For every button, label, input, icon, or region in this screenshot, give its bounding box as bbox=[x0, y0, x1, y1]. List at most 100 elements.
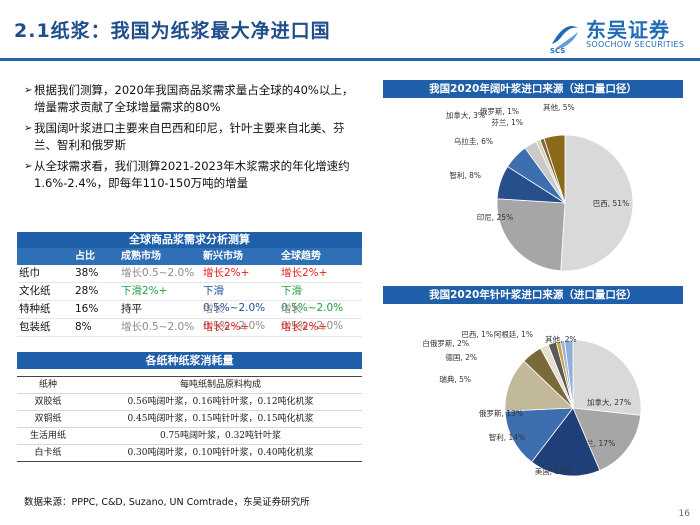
table-row: 双胶纸 0.56吨阔叶浆，0.16吨针叶浆，0.12吨化机浆 bbox=[17, 394, 362, 411]
consumption-table-title: 各纸种纸浆消耗量 bbox=[17, 352, 362, 369]
bullet-text: 我国阔叶浆进口主要来自巴西和印尼，针叶主要来自北美、芬兰、智利和俄罗斯 bbox=[34, 121, 345, 152]
table-row: 文化纸 28% 下滑2%+ 下滑0.5%~2.0% 下滑0.5%~2.0% bbox=[17, 283, 362, 314]
composition-cell: 0.30吨阔叶浆，0.10吨针叶浆，0.40吨化机浆 bbox=[127, 448, 314, 458]
pie-slice bbox=[543, 134, 566, 204]
composition-cell: 0.56吨阔叶浆，0.16吨针叶浆，0.12吨化机浆 bbox=[127, 397, 314, 407]
pie-slice-label: 美国, 17% bbox=[535, 466, 571, 476]
paper-type: 纸巾 bbox=[19, 267, 40, 279]
pie-slice bbox=[496, 198, 566, 272]
pie-slice-label: 俄罗斯, 13% bbox=[479, 408, 523, 418]
pie-slice-label: 其他, 5% bbox=[543, 102, 575, 112]
emerging-cell: 下滑0.5%~2.0% bbox=[203, 285, 266, 314]
pie-slice-label: 巴西, 1% bbox=[461, 330, 493, 339]
consumption-table: 纸种 每吨纸制品原料构成 双胶纸 0.56吨阔叶浆，0.16吨针叶浆，0.12吨… bbox=[17, 376, 362, 462]
column-header bbox=[17, 248, 75, 265]
arrow-bullet-icon: ➢ bbox=[24, 85, 33, 96]
pie-slice-label: 其他, 2% bbox=[545, 334, 577, 344]
column-header: 占比 bbox=[75, 251, 95, 262]
hardwood-pulp-pie-chart: 巴西, 51% 印尼, 25% 智利, 8% 乌拉圭, 6% 加拿大, 3%俄罗斯, 1… bbox=[446, 102, 634, 272]
logo-mark-text: SCS bbox=[550, 47, 566, 55]
column-header: 纸种 bbox=[38, 380, 57, 390]
pie-slice-label: 乌拉圭, 6% bbox=[454, 136, 493, 146]
table-row: 特种纸 16% 持平 增长0.5%~2.0% 增长0.5%~2.0% bbox=[17, 301, 362, 332]
paper-type: 白卡纸 bbox=[34, 448, 62, 458]
arrow-bullet-icon: ➢ bbox=[24, 161, 33, 172]
composition-cell: 0.75吨阔叶浆，0.32吨针叶浆 bbox=[159, 431, 282, 441]
composition-cell: 0.45吨阔叶浆，0.15吨针叶浆，0.15吨化机浆 bbox=[127, 414, 314, 424]
bullet-item: ➢ 从全球需求看，我们测算2021-2023年木浆需求的年化增速约1.6%-2.… bbox=[24, 158, 359, 192]
paper-type: 文化纸 bbox=[19, 285, 51, 297]
table-row: 白卡纸 0.30吨阔叶浆，0.10吨针叶浆，0.40吨化机浆 bbox=[17, 445, 362, 462]
emerging-cell: 增长0.5%~2.0% bbox=[203, 303, 266, 332]
bullet-item: ➢ 我国阔叶浆进口主要来自巴西和印尼，针叶主要来自北美、芬兰、智利和俄罗斯 bbox=[24, 120, 359, 154]
pie-slice-label: 巴西, 51% bbox=[593, 199, 629, 208]
paper-type: 双铜纸 bbox=[34, 414, 62, 424]
global-cell: 增长2%+ bbox=[281, 267, 328, 279]
table-row: 包装纸 8% 增长0.5~2.0% 增长2%+ 增长2%+ bbox=[17, 319, 362, 337]
global-cell: 增长0.5%~2.0% bbox=[281, 303, 344, 332]
pie-slice-label: 德国, 2% bbox=[445, 352, 477, 362]
bullet-text: 根据我们测算，2020年我国商品浆需求量占全球的40%以上，增量需求贡献了全球增… bbox=[34, 83, 354, 114]
column-header: 新兴市场 bbox=[203, 251, 243, 262]
pie-slice-label: 芬兰, 17% bbox=[579, 438, 615, 448]
pie-slice bbox=[504, 407, 574, 463]
bullet-text: 从全球需求看，我们测算2021-2023年木浆需求的年化增速约1.6%-2.4%… bbox=[34, 159, 350, 190]
share-cell: 38% bbox=[75, 267, 99, 279]
page-number: 16 bbox=[678, 509, 690, 519]
softwood-pie-title: 我国2020年针叶浆进口来源（进口量口径） bbox=[383, 286, 683, 304]
pie-slice-label: 加拿大, 27% bbox=[587, 397, 631, 407]
pie-slice-label: 瑞典, 5% bbox=[439, 374, 471, 384]
pie-slice-label: 印尼, 25% bbox=[477, 213, 513, 222]
pie-slice bbox=[572, 339, 642, 416]
pie-slice bbox=[564, 339, 574, 409]
title-divider bbox=[0, 58, 700, 61]
pie-slice-label: 智利, 14% bbox=[489, 432, 525, 442]
pie-slice-label: 阿根廷, 1% bbox=[494, 329, 533, 339]
mature-cell: 增长0.5~2.0% bbox=[121, 267, 195, 279]
paper-type: 双胶纸 bbox=[34, 397, 62, 407]
pie-slice bbox=[560, 134, 634, 272]
pie-slice-label: 俄罗斯, 1% bbox=[480, 106, 519, 116]
pie-slice-label: 智利, 8% bbox=[449, 170, 481, 180]
logo-chinese-name: 东吴证券 bbox=[586, 18, 670, 42]
global-cell: 下滑0.5%~2.0% bbox=[281, 285, 344, 314]
logo-mark-icon bbox=[552, 26, 578, 48]
paper-type: 特种纸 bbox=[19, 303, 51, 315]
emerging-cell: 增长2%+ bbox=[203, 267, 250, 279]
emerging-cell: 增长2%+ bbox=[203, 321, 250, 333]
share-cell: 16% bbox=[75, 303, 99, 315]
mature-cell: 增长0.5~2.0% bbox=[121, 321, 195, 333]
logo-english-name: SOOCHOW SECURITIES bbox=[586, 40, 685, 49]
softwood-pulp-pie-chart: 加拿大, 27% 芬兰, 17% 美国, 17% 智利, 14% 俄罗斯, 13% 瑞典,… bbox=[422, 329, 642, 477]
table-row: 生活用纸 0.75吨阔叶浆，0.32吨针叶浆 bbox=[17, 428, 362, 445]
pie-slice bbox=[531, 407, 601, 477]
bullet-item: ➢ 根据我们测算，2020年我国商品浆需求量占全球的40%以上，增量需求贡献了全… bbox=[24, 82, 359, 116]
paper-type: 包装纸 bbox=[19, 321, 51, 333]
bullet-list: ➢ 根据我们测算，2020年我国商品浆需求量占全球的40%以上，增量需求贡献了全… bbox=[24, 82, 359, 196]
pie-slice bbox=[504, 360, 574, 412]
arrow-bullet-icon: ➢ bbox=[24, 123, 33, 134]
mature-cell: 下滑2%+ bbox=[121, 285, 168, 297]
column-header: 成熟市场 bbox=[121, 251, 161, 262]
paper-type: 生活用纸 bbox=[29, 431, 66, 441]
table-row: 纸巾 38% 增长0.5~2.0% 增长2%+ 增长2%+ bbox=[17, 265, 362, 283]
share-cell: 8% bbox=[75, 321, 92, 333]
pie-slice-label: 芬兰, 1% bbox=[491, 117, 523, 127]
column-header: 每吨纸制品原料构成 bbox=[179, 380, 261, 390]
data-source-note: 数据来源：PPPC, C&D, Suzano, UN Comtrade，东吴证券… bbox=[24, 497, 310, 508]
table-row: 双铜纸 0.45吨阔叶浆，0.15吨针叶浆，0.15吨化机浆 bbox=[17, 411, 362, 428]
hardwood-pie-title: 我国2020年阔叶浆进口来源（进口量口径） bbox=[383, 80, 683, 98]
column-header: 全球趋势 bbox=[281, 251, 321, 262]
demand-table-header: 占比 成熟市场 新兴市场 全球趋势 bbox=[17, 248, 362, 265]
pie-slice bbox=[572, 407, 642, 472]
global-cell: 增长2%+ bbox=[281, 321, 328, 333]
share-cell: 28% bbox=[75, 285, 99, 297]
page-title: 2.1纸浆：我国为纸浆最大净进口国 bbox=[14, 20, 331, 42]
mature-cell: 持平 bbox=[121, 303, 142, 315]
pie-slice-label: 白俄罗斯, 2% bbox=[422, 338, 469, 348]
demand-table-title: 全球商品浆需求分析测算 bbox=[17, 232, 362, 248]
demand-table: 全球商品浆需求分析测算 占比 成熟市场 新兴市场 全球趋势 纸巾 38% 增长0… bbox=[17, 232, 362, 337]
consumption-table-header: 纸种 每吨纸制品原料构成 bbox=[17, 376, 362, 394]
pie-slice-label: 加拿大, 3% bbox=[446, 110, 485, 120]
brand-logo: SCS 东吴证券 SOOCHOW SECURITIES bbox=[548, 14, 693, 58]
